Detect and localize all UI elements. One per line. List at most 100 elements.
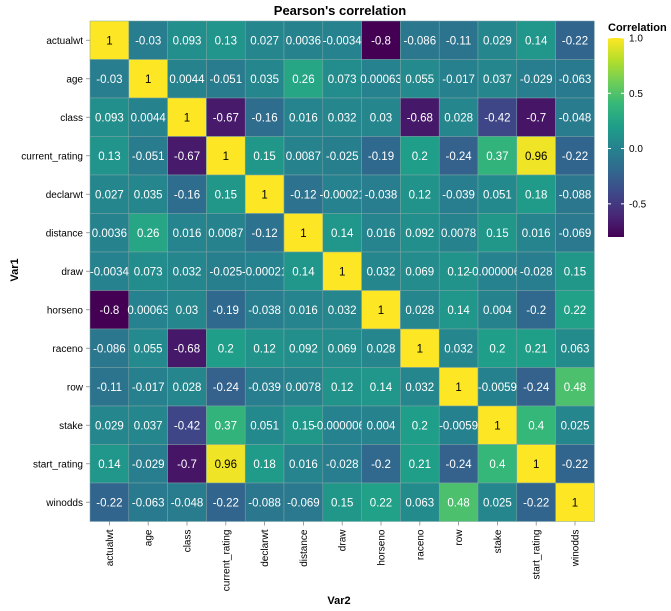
heatmap-cell-actualwt-declarwt [244, 20, 285, 60]
y-axis-ticks: actualwt age class current_rating declarwt di… [21, 36, 90, 509]
cell-label-raceno-age: 0.055 [134, 343, 163, 355]
cell-label-current_rating-current_rating: 1 [223, 151, 229, 163]
heatmap-cell-declarwt-class [167, 174, 207, 214]
cell-label-start_rating-raceno: 0.21 [409, 459, 431, 471]
cell-label-declarwt-stake: 0.051 [483, 189, 512, 201]
heatmap-cell-distance-start_rating [516, 213, 556, 253]
heatmap-cell-distance-draw [322, 213, 362, 253]
cell-label-actualwt-declarwt: 0.027 [250, 35, 279, 47]
x-tick-label-declarwt: declarwt [260, 529, 271, 566]
heatmap-cell-actualwt-current_rating [206, 20, 246, 60]
cell-label-raceno-declarwt: 0.12 [253, 343, 275, 355]
heatmap-cell-horseno-start_rating [516, 290, 556, 330]
cell-label-winodds-draw: 0.15 [331, 497, 353, 509]
cell-label-declarwt-distance: -0.12 [290, 189, 316, 201]
heatmap-cell-winodds-horseno [361, 482, 401, 522]
y-tick-label-stake: stake [59, 421, 83, 432]
heatmap-cell-start_rating-distance [283, 444, 324, 484]
cell-label-start_rating-age: -0.029 [132, 459, 165, 471]
cell-label-class-stake: -0.42 [484, 112, 510, 124]
cell-label-row-declarwt: -0.039 [248, 382, 281, 394]
x-tick-label-horseno: horseno [377, 529, 388, 566]
heatmap-cell-stake-distance [283, 405, 324, 445]
heatmap-cell-stake-stake [477, 405, 518, 445]
heatmap-cell-draw-row [438, 251, 479, 291]
y-tick-label-horseno: horseno [47, 305, 84, 316]
cell-label-raceno-distance: 0.092 [289, 343, 318, 355]
x-tick-label-distance: distance [299, 529, 310, 567]
cell-label-raceno-class: -0.68 [174, 343, 200, 355]
cell-label-age-class: 0.0044 [169, 74, 205, 86]
cell-label-draw-current_rating: -0.025 [209, 266, 242, 278]
cell-label-horseno-winodds: 0.22 [564, 305, 586, 317]
x-tick-label-raceno: raceno [415, 529, 426, 560]
y-tick-label-declarwt: declarwt [46, 190, 83, 201]
heatmap-cell-actualwt-age [128, 20, 168, 60]
cell-label-distance-winodds: -0.069 [559, 228, 592, 240]
y-tick-label-draw: draw [61, 267, 83, 278]
cell-label-horseno-horseno: 1 [378, 305, 384, 317]
heatmap-cell-start_rating-winodds [555, 444, 595, 484]
heatmap-cell-raceno-raceno [400, 328, 440, 368]
cell-label-start_rating-declarwt: 0.18 [253, 459, 275, 471]
cell-label-winodds-row: 0.48 [447, 497, 469, 509]
cell-label-actualwt-actualwt: 1 [106, 35, 112, 47]
cell-label-actualwt-horseno: -0.8 [371, 35, 391, 47]
cell-label-actualwt-stake: 0.029 [483, 35, 512, 47]
cell-label-age-draw: 0.073 [328, 74, 357, 86]
heatmap-cell-actualwt-distance [283, 20, 324, 60]
cell-label-horseno-actualwt: -0.8 [99, 305, 119, 317]
heatmap-cell-row-raceno [400, 367, 440, 407]
heatmap-cell-row-winodds [555, 367, 595, 407]
cell-label-distance-declarwt: -0.12 [251, 228, 277, 240]
cell-label-row-actualwt: -0.11 [97, 382, 122, 394]
heatmap-cell-raceno-winodds [555, 328, 595, 368]
heatmap-cell-class-age [128, 97, 168, 137]
cell-label-horseno-start_rating: -0.2 [526, 305, 546, 317]
heatmap-cell-row-row [438, 367, 479, 407]
heatmap-cell-stake-age [128, 405, 168, 445]
cell-label-draw-raceno: 0.069 [405, 266, 434, 278]
heatmap-cells: 1 -0.03 0.093 0.13 0.027 0.0036 -0.0034 -0.8 -0.… [89, 20, 595, 522]
cell-label-declarwt-raceno: 0.12 [409, 189, 431, 201]
cell-label-declarwt-age: 0.035 [134, 189, 163, 201]
heatmap-cell-stake-raceno [400, 405, 440, 445]
cell-label-start_rating-draw: -0.028 [326, 459, 359, 471]
heatmap-cell-distance-age [128, 213, 168, 253]
cell-label-actualwt-raceno: -0.086 [403, 35, 436, 47]
heatmap-cell-start_rating-horseno [361, 444, 401, 484]
x-tick-label-current_rating: current_rating [221, 530, 232, 592]
cell-label-row-age: -0.017 [132, 382, 165, 394]
heatmap-cell-current_rating-horseno [361, 136, 401, 176]
cell-label-declarwt-current_rating: 0.15 [215, 189, 237, 201]
cell-label-current_rating-class: -0.67 [174, 151, 200, 163]
heatmap-cell-declarwt-draw [322, 174, 362, 214]
cell-label-raceno-stake: 0.2 [489, 343, 505, 355]
cell-label-declarwt-row: -0.039 [442, 189, 475, 201]
cell-label-row-horseno: 0.14 [370, 382, 393, 394]
heatmap-cell-actualwt-horseno [361, 20, 401, 60]
cell-label-class-raceno: -0.68 [407, 112, 433, 124]
cell-label-row-winodds: 0.48 [564, 382, 586, 394]
cell-label-draw-winodds: 0.15 [564, 266, 586, 278]
cell-label-row-raceno: 0.032 [405, 382, 434, 394]
legend-tick-label-0: 1.0 [629, 34, 643, 45]
heatmap-cell-stake-winodds [555, 405, 595, 445]
cell-label-distance-raceno: 0.092 [405, 228, 434, 240]
heatmap-cell-draw-declarwt [244, 251, 285, 291]
legend-ticks: 1.0 0.5 0.0 -0.5 [608, 34, 647, 210]
y-tick-label-current_rating: current_rating [21, 151, 83, 162]
heatmap-cell-start_rating-class [167, 444, 207, 484]
cell-label-horseno-class: 0.03 [176, 305, 198, 317]
heatmap-cell-row-declarwt [244, 367, 285, 407]
heatmap-cell-actualwt-class [167, 20, 207, 60]
cell-label-class-current_rating: -0.67 [213, 112, 239, 124]
heatmap-cell-row-horseno [361, 367, 401, 407]
cell-label-stake-stake: 1 [494, 420, 500, 432]
heatmap-cell-raceno-draw [322, 328, 362, 368]
heatmap-cell-stake-class [167, 405, 207, 445]
cell-label-distance-current_rating: 0.0087 [208, 228, 243, 240]
legend-color-bar [608, 38, 624, 237]
cell-label-raceno-raceno: 1 [417, 343, 423, 355]
heatmap-cell-class-actualwt [89, 97, 130, 137]
